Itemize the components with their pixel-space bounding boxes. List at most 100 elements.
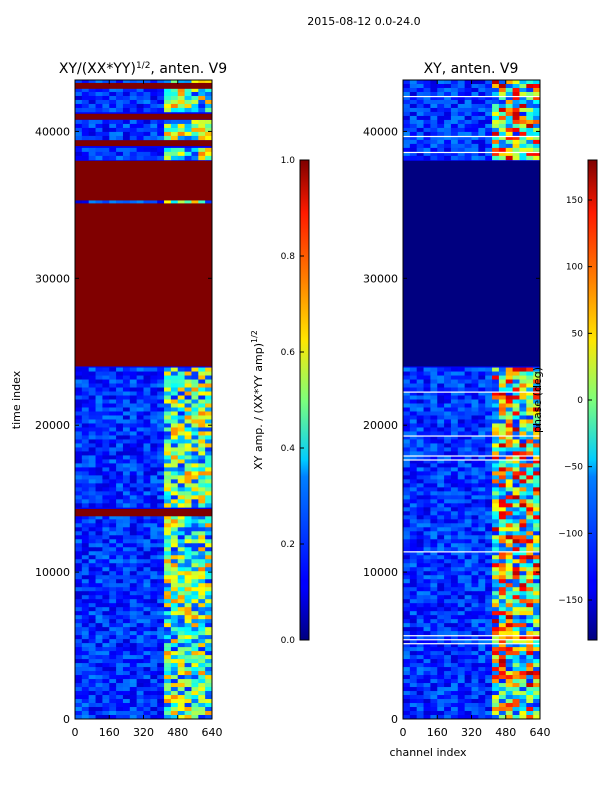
heatmap-cell — [170, 439, 179, 444]
heatmap-cell — [478, 483, 486, 488]
heatmap-cell — [129, 419, 137, 424]
heatmap-cell — [492, 87, 500, 93]
heatmap-cell — [464, 663, 472, 668]
heatmap-cell — [498, 519, 507, 524]
heatmap-cell — [95, 383, 103, 388]
heatmap-cell — [150, 463, 158, 468]
heatmap-cell — [437, 431, 445, 436]
heatmap-cell — [177, 663, 185, 668]
heatmap-cell — [437, 127, 445, 133]
heatmap-cell — [81, 555, 89, 560]
heatmap-cell — [444, 651, 452, 656]
heatmap-cell — [95, 87, 103, 93]
heatmap-cell — [164, 503, 172, 508]
heatmap-cell — [109, 399, 117, 404]
heatmap-cell — [505, 639, 513, 644]
heatmap-cell — [533, 683, 541, 688]
heatmap-cell — [526, 411, 534, 416]
heatmap-cell — [430, 471, 438, 476]
heatmap-cell — [526, 527, 534, 532]
heatmap-cell — [102, 467, 110, 472]
heatmap-cell — [109, 587, 117, 592]
heatmap-cell — [409, 471, 417, 476]
heatmap-cell — [423, 655, 431, 660]
heatmap-cell — [471, 535, 479, 540]
heatmap-cell — [444, 103, 452, 109]
heatmap-cell — [430, 491, 438, 496]
heatmap-cell — [519, 511, 527, 516]
heatmap-cell — [485, 579, 493, 584]
heatmap-cell — [471, 635, 479, 640]
heatmap-cell — [170, 411, 179, 416]
heatmap-cell — [75, 387, 83, 392]
heatmap-cell — [136, 407, 144, 412]
heatmap-cell — [164, 699, 172, 704]
heatmap-cell — [102, 595, 110, 600]
heatmap-cell — [129, 547, 137, 552]
heatmap-cell — [444, 663, 452, 668]
heatmap-cell — [444, 387, 452, 392]
heatmap-cell — [170, 523, 179, 528]
heatmap-cell — [485, 503, 493, 508]
heatmap-cell — [526, 91, 534, 97]
heatmap-cell — [471, 107, 479, 113]
heatmap-cell — [191, 667, 199, 672]
heatmap-cell — [191, 515, 199, 520]
heatmap-cell — [519, 671, 527, 676]
heatmap-cell — [81, 427, 89, 432]
heatmap-cell — [450, 519, 459, 524]
heatmap-cell — [109, 563, 117, 568]
heatmap-cell — [471, 499, 479, 504]
heatmap-cell — [150, 527, 158, 532]
heatmap-cell — [150, 591, 158, 596]
heatmap-cell — [109, 635, 117, 640]
heatmap-cell — [191, 119, 199, 125]
heatmap-cell — [122, 471, 131, 476]
heatmap-cell — [177, 515, 185, 520]
heatmap-cell — [81, 103, 89, 109]
heatmap-cell — [450, 703, 459, 708]
heatmap-cell — [492, 479, 500, 484]
heatmap-cell — [122, 595, 131, 600]
heatmap-cell — [81, 567, 89, 572]
heatmap-cell — [498, 667, 507, 672]
heatmap-band — [403, 160, 540, 367]
heatmap-cell — [184, 119, 192, 125]
heatmap-cell — [437, 95, 445, 101]
heatmap-cell — [430, 599, 438, 604]
heatmap-cell — [164, 471, 172, 476]
heatmap-cell — [423, 615, 431, 620]
heatmap-cell — [464, 523, 472, 528]
heatmap-cell — [102, 383, 110, 388]
heatmap-cell — [492, 111, 500, 117]
heatmap-cell — [102, 715, 110, 720]
heatmap-cell — [505, 143, 513, 149]
heatmap-cell — [157, 503, 165, 508]
heatmap-cell — [116, 703, 124, 708]
heatmap-cell — [403, 523, 411, 528]
heatmap-cell — [177, 119, 185, 125]
heatmap-cell — [409, 135, 417, 141]
heatmap-cell — [109, 499, 117, 504]
heatmap-cell — [403, 403, 411, 408]
heatmap-cell — [498, 495, 507, 500]
heatmap-cell — [533, 80, 541, 85]
heatmap-cell — [533, 151, 541, 157]
heatmap-cell — [205, 675, 213, 680]
heatmap-cell — [485, 459, 493, 464]
heatmap-cell — [437, 647, 445, 652]
heatmap-cell — [519, 139, 527, 145]
heatmap-cell — [512, 655, 520, 660]
heatmap-cell — [81, 551, 89, 556]
heatmap-cell — [81, 679, 89, 684]
heatmap-cell — [129, 155, 137, 161]
heatmap-cell — [116, 515, 124, 520]
heatmap-cell — [450, 599, 459, 604]
heatmap-cell — [533, 631, 541, 636]
heatmap-cell — [519, 119, 527, 125]
heatmap-cell — [191, 647, 199, 652]
heatmap-cell — [485, 635, 493, 640]
heatmap-cell — [136, 447, 144, 452]
heatmap-cell — [198, 619, 206, 624]
